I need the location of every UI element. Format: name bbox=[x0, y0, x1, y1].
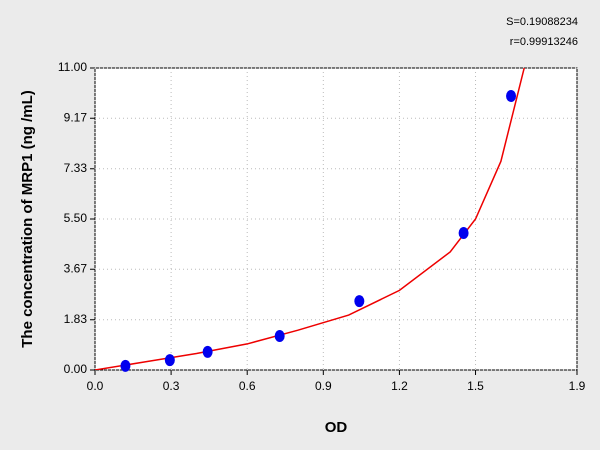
point bbox=[354, 295, 365, 308]
x-tick-label: 1.5 bbox=[467, 379, 484, 393]
point bbox=[274, 329, 285, 342]
x-axis-label: OD bbox=[325, 419, 348, 436]
y-tick-label: 11.00 bbox=[58, 60, 87, 74]
y-tick-label: 1.83 bbox=[64, 312, 88, 326]
y-tick-label: 9.17 bbox=[64, 110, 88, 124]
annotation: r=0.99913246 bbox=[510, 36, 578, 48]
x-tick-label: 0.0 bbox=[87, 379, 104, 393]
x-tick-label: 1.2 bbox=[391, 379, 408, 393]
y-tick-label: 0.00 bbox=[64, 362, 88, 376]
y-axis-label: The concentration of MRP1 (ng /mL) bbox=[19, 90, 36, 348]
annotation: S=0.19088234 bbox=[506, 16, 578, 28]
x-tick-label: 0.9 bbox=[315, 379, 332, 393]
x-tick-label: 0.6 bbox=[239, 379, 256, 393]
y-tick-label: 3.67 bbox=[64, 261, 88, 275]
y-tick-label: 5.50 bbox=[64, 211, 88, 225]
x-tick-label: 0.3 bbox=[163, 379, 180, 393]
fit-curve bbox=[95, 68, 525, 370]
x-tick-label: 1.9 bbox=[569, 379, 586, 393]
y-tick-label: 7.33 bbox=[64, 161, 88, 175]
point bbox=[120, 359, 131, 372]
point bbox=[164, 354, 175, 367]
point bbox=[506, 90, 517, 103]
point bbox=[458, 227, 469, 240]
point bbox=[202, 345, 213, 358]
